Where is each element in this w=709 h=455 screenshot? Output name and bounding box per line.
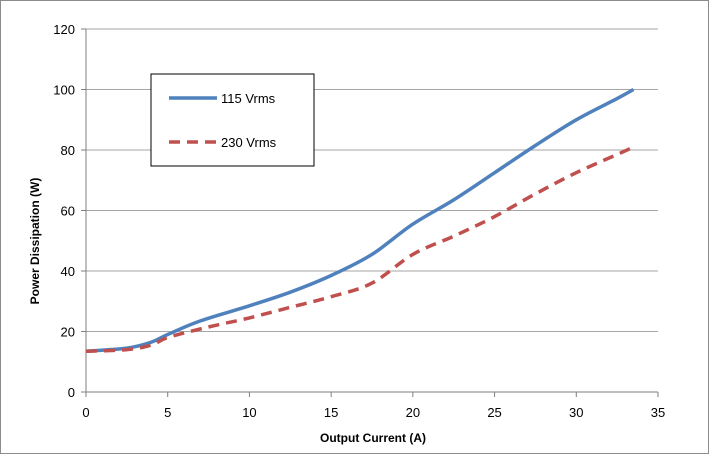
legend-label-230-vrms: 230 Vrms <box>221 135 277 150</box>
x-tick-label: 25 <box>487 405 501 420</box>
x-tick-label: 15 <box>324 405 338 420</box>
legend-box <box>150 73 315 167</box>
x-tick-label: 30 <box>569 405 583 420</box>
series-line-115-vrms <box>85 87 635 353</box>
legend-label-115-vrms: 115 Vrms <box>221 91 276 106</box>
legend: 115 Vrms 230 Vrms <box>150 73 315 167</box>
y-tick-label: 0 <box>68 385 75 400</box>
y-tick-label: 120 <box>53 22 75 37</box>
y-tick-label: 40 <box>61 264 75 279</box>
x-tick-label: 10 <box>242 405 256 420</box>
series-line-230-vrms <box>85 145 635 353</box>
x-axis-title: Output Current (A) <box>320 431 426 445</box>
y-tick-label: 20 <box>61 325 75 340</box>
y-tick-label: 60 <box>61 204 75 219</box>
x-tick-label: 35 <box>651 405 665 420</box>
series-layer <box>85 87 635 353</box>
x-tick-label: 5 <box>164 405 171 420</box>
x-tick-label: 20 <box>406 405 420 420</box>
y-axis-title: Power Dissipation (W) <box>28 178 42 305</box>
ticks: 0 20 40 60 80 100 120 0 5 10 15 20 25 30 35 <box>53 22 665 420</box>
y-tick-label: 100 <box>53 83 75 98</box>
x-tick-label: 0 <box>82 405 89 420</box>
y-tick-label: 80 <box>61 143 75 158</box>
